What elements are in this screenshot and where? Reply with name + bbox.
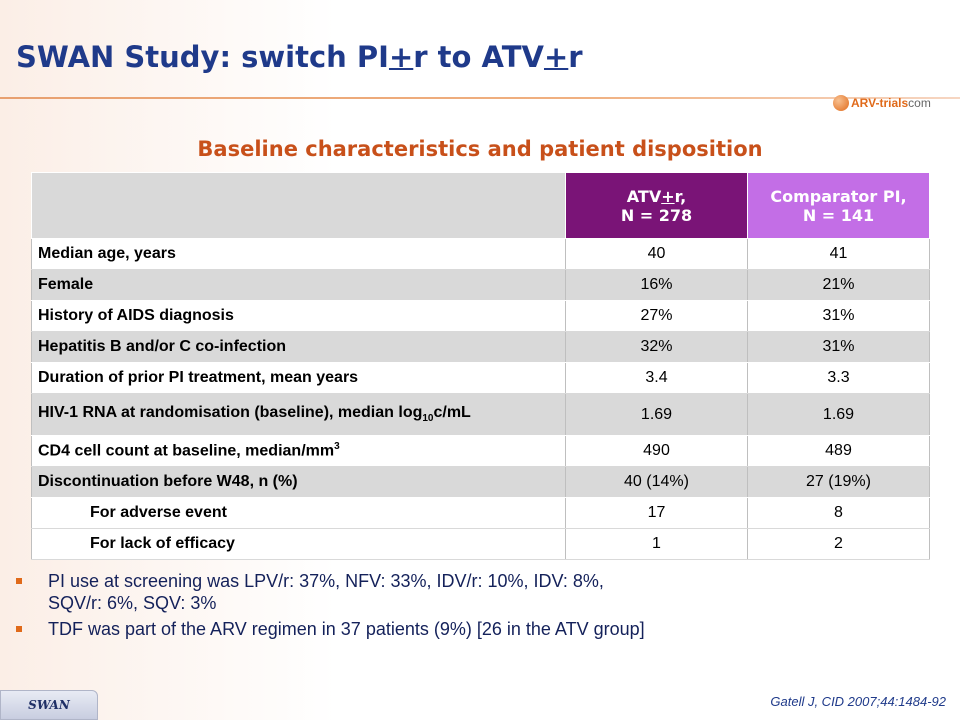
table-row: History of AIDS diagnosis 27% 31% (31, 300, 930, 332)
table-row: Hepatitis B and/or C co-infection 32% 31… (31, 331, 930, 363)
table-row: Discontinuation before W48, n (%) 40 (14… (31, 466, 930, 498)
swan-footer-tab: SWAN (0, 690, 98, 720)
bullet-square-icon (16, 626, 22, 632)
plus-underline: + (388, 40, 414, 74)
bullet-square-icon (16, 578, 22, 584)
list-item: TDF was part of the ARV regimen in 37 pa… (16, 618, 936, 640)
header-atv: ATV+r, N = 278 (565, 172, 748, 239)
table-row: HIV-1 RNA at randomisation (baseline), m… (31, 393, 930, 436)
table-row: Duration of prior PI treatment, mean yea… (31, 362, 930, 394)
title-divider (0, 97, 960, 99)
table-row: For adverse event 17 8 (31, 497, 930, 529)
notes-list: PI use at screening was LPV/r: 37%, NFV:… (16, 570, 936, 644)
table-row: CD4 cell count at baseline, median/mm3 4… (31, 435, 930, 467)
section-subtitle: Baseline characteristics and patient dis… (197, 137, 763, 161)
citation: Gatell J, CID 2007;44:1484-92 (770, 694, 946, 709)
baseline-table: ATV+r, N = 278 Comparator PI, N = 141 Me… (31, 172, 930, 560)
logo-icon (833, 95, 849, 111)
table-row: Median age, years 40 41 (31, 238, 930, 270)
header-comparator: Comparator PI, N = 141 (747, 172, 930, 239)
header-blank-cell (31, 172, 566, 239)
page-title: SWAN Study: switch PI+r to ATV+r (16, 40, 583, 74)
list-item: PI use at screening was LPV/r: 37%, NFV:… (16, 570, 936, 614)
table-row: For lack of efficacy 1 2 (31, 528, 930, 560)
arv-trials-logo: ARV-trials com (833, 92, 931, 114)
table-header-row: ATV+r, N = 278 Comparator PI, N = 141 (31, 172, 930, 239)
plus-underline: + (543, 40, 569, 74)
table-row: Female 16% 21% (31, 269, 930, 301)
